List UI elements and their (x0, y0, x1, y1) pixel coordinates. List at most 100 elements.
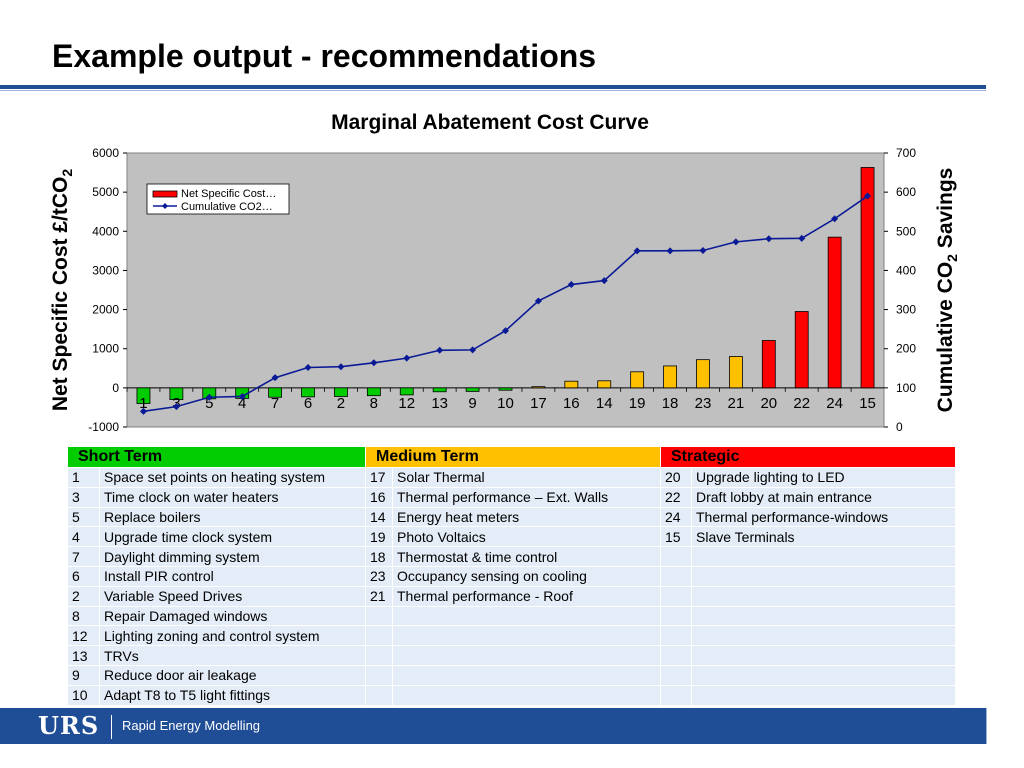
x-tick-label: 17 (530, 395, 547, 412)
urs-logo: URS (38, 711, 100, 740)
bar (268, 387, 283, 398)
table-row: 10 Adapt T8 to T5 light fittings (67, 684, 956, 706)
y-left-tick-label: 2000 (92, 303, 119, 317)
table-cell-t-text (691, 664, 956, 686)
table-row: 1 Space set points on heating system 17 Sol… (67, 467, 956, 488)
table-cell-t-num (660, 684, 692, 706)
bar (728, 356, 743, 389)
line-point (633, 247, 641, 255)
table-cell-m-text (392, 664, 661, 686)
table-cell-t-text (691, 645, 956, 666)
table-cell-m-text: Thermal performance - Roof (392, 585, 661, 607)
table-cell-s-num: 9 (67, 664, 100, 686)
table-cell-t-num: 15 (660, 526, 692, 548)
table-cell-s-text: Daylight dimming system (99, 546, 366, 567)
table-cell-m-num: 18 (365, 546, 393, 567)
y-axis-right-label: Cumulative CO2 Savings (933, 167, 961, 413)
x-tick-label: 14 (596, 395, 613, 412)
header-strategic: Strategic (660, 446, 956, 468)
line-point (403, 354, 411, 362)
bar (761, 340, 776, 389)
slide-title: Example output - recommendations (52, 38, 597, 74)
x-tick-label: 7 (271, 395, 279, 412)
table-cell-t-text (691, 585, 956, 607)
table-row: 12 Lighting zoning and control system (67, 625, 956, 647)
line-point (534, 297, 542, 305)
line-point (502, 327, 509, 335)
line-point (699, 246, 707, 254)
table-cell-t-num (660, 605, 692, 627)
recommendations-table: Short Term Medium Term Strategic 1 Space … (67, 446, 956, 706)
bar (432, 387, 447, 393)
bar (334, 387, 348, 397)
legend (146, 183, 290, 215)
x-tick-label: 22 (793, 395, 810, 412)
table-cell-m-text: Solar Thermal (392, 467, 661, 488)
table-row: 5 Replace boilers 14 Energy heat meters 24 Th… (67, 506, 956, 528)
line-point (765, 235, 773, 243)
table-cell-t-num: 24 (660, 506, 692, 528)
x-tick-label: 5 (205, 395, 213, 412)
header-short-term: Short Term (67, 446, 366, 468)
table-cell-t-num (660, 664, 692, 686)
table-cell-m-num (365, 605, 393, 627)
table-cell-m-text: Energy heat meters (392, 506, 661, 528)
table-cell-m-num (365, 684, 393, 706)
table-cell-s-text: Adapt T8 to T5 light fittings (99, 684, 366, 706)
title-rule (0, 85, 986, 89)
bar (169, 387, 184, 401)
table-cell-t-text: Upgrade lighting to LED (691, 467, 956, 488)
bar (301, 387, 315, 398)
bar (597, 380, 612, 389)
footer-edge (986, 708, 987, 744)
x-tick-label: 24 (826, 395, 843, 412)
table-cell-t-num (660, 625, 692, 647)
x-tick-label: 20 (760, 395, 777, 412)
table-header-row: Short Term Medium Term Strategic (67, 446, 956, 468)
table-cell-m-num: 21 (365, 585, 393, 607)
line-point (436, 346, 444, 354)
table-cell-t-text (691, 546, 956, 567)
table-row: 13 TRVs (67, 645, 956, 666)
header-medium-term: Medium Term (365, 446, 661, 468)
table-cell-m-text (392, 684, 661, 706)
x-tick-label: 13 (431, 395, 448, 412)
y-left-tick-label: 6000 (92, 146, 119, 160)
table-cell-t-num (660, 546, 692, 567)
table-cell-t-text: Thermal performance-windows (691, 506, 956, 528)
y-right-tick-label: 600 (896, 185, 916, 199)
table-cell-m-text: Thermostat & time control (392, 546, 661, 567)
table-cell-s-text: Repair Damaged windows (99, 605, 366, 627)
y-left-tick-label: 5000 (92, 185, 119, 199)
bar (860, 167, 875, 389)
line-point (304, 364, 312, 372)
table-cell-m-num: 17 (365, 467, 393, 488)
table-cell-m-text (392, 605, 661, 627)
table-cell-t-num: 22 (660, 486, 692, 508)
table-cell-m-text: Photo Voltaics (392, 526, 661, 548)
legend-line-marker (162, 203, 168, 209)
y-axis-left-label: Net Specific Cost £/tCO2 (48, 168, 76, 412)
y-left-tick-label: 3000 (92, 263, 119, 277)
table-cell-s-text: Time clock on water heaters (99, 486, 366, 508)
table-cell-m-num (365, 664, 393, 686)
x-tick-label: 1 (139, 395, 147, 412)
y-right-tick-label: 100 (896, 381, 916, 395)
footer-bar (0, 708, 986, 744)
table-row: 9 Reduce door air leakage (67, 664, 956, 686)
x-tick-label: 16 (563, 395, 580, 412)
table-cell-s-text: Replace boilers (99, 506, 366, 528)
x-tick-label: 15 (859, 395, 876, 412)
table-cell-t-num (660, 585, 692, 607)
table-cell-t-text (691, 625, 956, 647)
table-cell-s-num: 4 (67, 526, 100, 548)
bar (498, 387, 513, 391)
table-row: 7 Daylight dimming system 18 Thermostat & t… (67, 546, 956, 567)
table-cell-t-text: Draft lobby at main entrance (691, 486, 956, 508)
line-point (271, 374, 279, 382)
y-right-tick-label: 400 (896, 263, 916, 277)
bar (663, 365, 677, 389)
table-cell-s-num: 10 (67, 684, 100, 706)
table-cell-m-num: 14 (365, 506, 393, 528)
line-point (864, 192, 872, 200)
